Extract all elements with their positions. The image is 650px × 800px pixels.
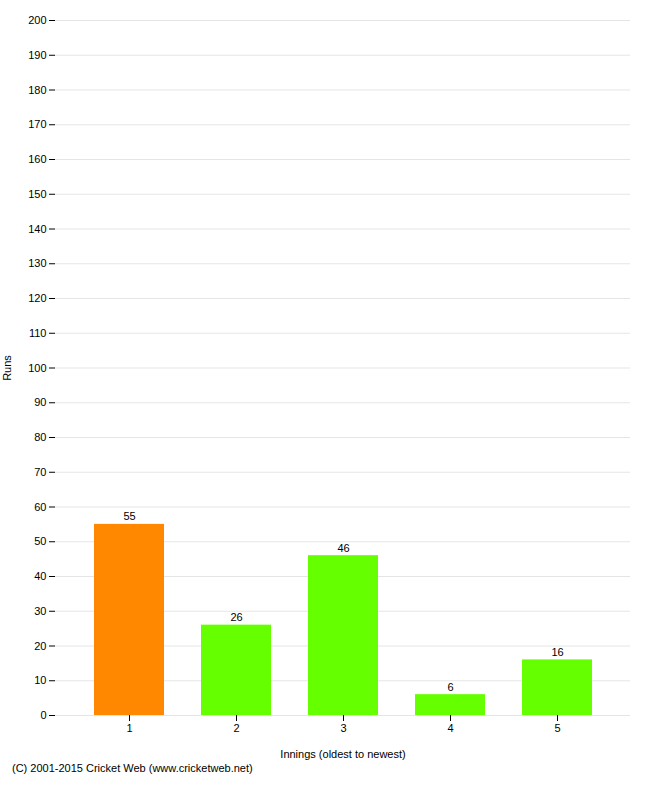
- svg-text:100: 100: [28, 362, 46, 374]
- svg-text:150: 150: [28, 188, 46, 200]
- svg-text:170: 170: [28, 118, 46, 130]
- svg-text:26: 26: [230, 611, 242, 623]
- svg-text:90: 90: [34, 396, 46, 408]
- svg-text:70: 70: [34, 466, 46, 478]
- svg-text:110: 110: [29, 327, 47, 339]
- svg-text:6: 6: [447, 681, 453, 693]
- svg-text:10: 10: [34, 674, 46, 686]
- svg-text:130: 130: [28, 257, 46, 269]
- svg-text:3: 3: [340, 722, 346, 734]
- svg-text:4: 4: [447, 722, 453, 734]
- svg-text:0: 0: [40, 709, 46, 721]
- svg-text:40: 40: [34, 570, 46, 582]
- svg-text:180: 180: [28, 84, 46, 96]
- html-text:(C) 2001-2015 Cricket Web (www: (C) 2001-2015 Cricket Web (www.cricketwe…: [12, 762, 253, 774]
- svg-text:200: 200: [28, 14, 46, 26]
- svg-text:Innings (oldest to newest): Innings (oldest to newest): [280, 748, 405, 760]
- svg-text:Runs: Runs: [1, 355, 13, 381]
- svg-text:2: 2: [233, 722, 239, 734]
- svg-text:20: 20: [34, 640, 46, 652]
- svg-text:16: 16: [551, 646, 563, 658]
- svg-text:120: 120: [28, 292, 46, 304]
- svg-text:160: 160: [28, 153, 46, 165]
- svg-text:140: 140: [28, 223, 46, 235]
- svg-text:5: 5: [554, 722, 560, 734]
- svg-text:46: 46: [337, 542, 349, 554]
- svg-text:50: 50: [34, 535, 46, 547]
- svg-text:190: 190: [28, 49, 46, 61]
- svg-text:55: 55: [123, 510, 135, 522]
- svg-text:1: 1: [126, 722, 132, 734]
- svg-text:60: 60: [34, 501, 46, 513]
- svg-text:80: 80: [34, 431, 46, 443]
- svg-text:30: 30: [34, 605, 46, 617]
